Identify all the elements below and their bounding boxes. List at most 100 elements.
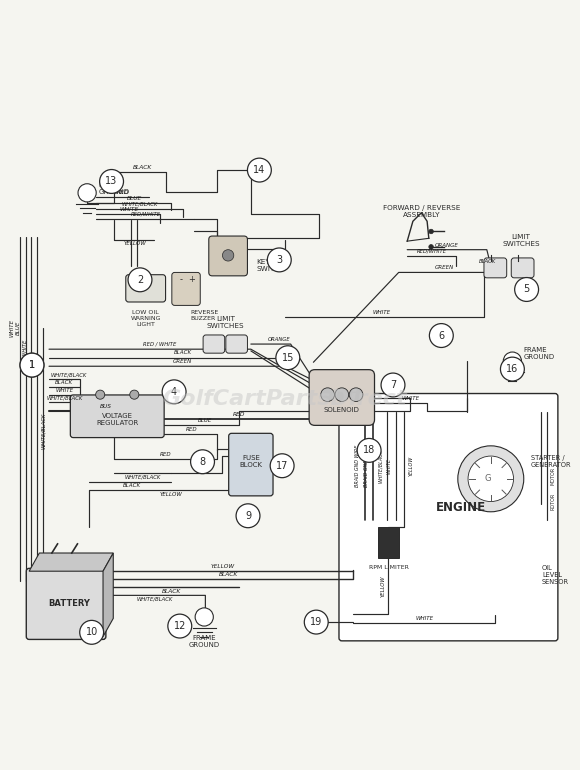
- Text: STARTER /
GENERATOR: STARTER / GENERATOR: [531, 455, 571, 468]
- Circle shape: [458, 446, 524, 512]
- Text: 12: 12: [173, 621, 186, 631]
- Circle shape: [503, 352, 521, 370]
- Text: BLACK: BLACK: [55, 380, 74, 385]
- Text: 15: 15: [282, 353, 294, 363]
- Text: YELLOW: YELLOW: [124, 242, 147, 246]
- FancyBboxPatch shape: [309, 370, 375, 425]
- Text: BLUE: BLUE: [126, 196, 142, 201]
- Polygon shape: [29, 553, 113, 571]
- Circle shape: [128, 268, 152, 292]
- Text: WHITE/BLACK: WHITE/BLACK: [125, 474, 161, 480]
- Circle shape: [429, 323, 453, 347]
- Text: BLACK: BLACK: [122, 483, 140, 488]
- Text: LIMIT
SWITCHES: LIMIT SWITCHES: [206, 316, 244, 330]
- Circle shape: [276, 346, 300, 370]
- Text: 2: 2: [137, 275, 143, 285]
- Text: SOLENOID: SOLENOID: [324, 407, 360, 413]
- Text: 9: 9: [245, 511, 251, 521]
- Text: LOW OIL
WARNING
LIGHT: LOW OIL WARNING LIGHT: [130, 310, 161, 326]
- Text: WHITE/BLACK: WHITE/BLACK: [122, 202, 158, 206]
- Text: 18: 18: [363, 445, 375, 455]
- FancyBboxPatch shape: [172, 273, 200, 306]
- Circle shape: [78, 184, 96, 202]
- Circle shape: [381, 373, 405, 397]
- Text: 8: 8: [200, 457, 205, 467]
- FancyBboxPatch shape: [229, 434, 273, 496]
- Circle shape: [335, 388, 349, 401]
- Text: BUS: BUS: [100, 403, 112, 409]
- Text: RED: RED: [194, 465, 205, 470]
- Text: 5: 5: [524, 284, 530, 294]
- Circle shape: [222, 249, 234, 261]
- Text: YELLOW: YELLOW: [160, 492, 183, 497]
- Text: FORWARD / REVERSE
ASSEMBLY: FORWARD / REVERSE ASSEMBLY: [383, 206, 460, 219]
- Text: RED / WHITE: RED / WHITE: [22, 340, 27, 373]
- Circle shape: [349, 388, 363, 401]
- FancyBboxPatch shape: [209, 236, 248, 276]
- Text: BLACK: BLACK: [478, 259, 496, 263]
- Circle shape: [429, 229, 433, 234]
- Text: FRAME
GROUND: FRAME GROUND: [524, 347, 555, 360]
- Text: ENGINE: ENGINE: [436, 500, 486, 514]
- Text: RED: RED: [233, 412, 246, 417]
- Text: VOLTAGE
REGULATOR: VOLTAGE REGULATOR: [96, 413, 139, 426]
- Circle shape: [357, 438, 381, 462]
- Circle shape: [501, 357, 524, 381]
- Text: RED/WHITE: RED/WHITE: [130, 212, 161, 217]
- Text: REVERSE
BUZZER: REVERSE BUZZER: [191, 310, 219, 321]
- Text: 10: 10: [85, 628, 98, 638]
- Text: RED: RED: [160, 452, 171, 457]
- FancyBboxPatch shape: [126, 275, 165, 302]
- Text: 17: 17: [276, 460, 288, 470]
- FancyBboxPatch shape: [26, 568, 106, 639]
- Text: WHITE: WHITE: [9, 319, 14, 337]
- Text: 1: 1: [29, 360, 35, 370]
- Text: WHITE/BLACK: WHITE/BLACK: [378, 449, 383, 483]
- Text: +: +: [188, 276, 195, 284]
- Text: LIMIT
SWITCHES: LIMIT SWITCHES: [502, 234, 540, 247]
- Circle shape: [321, 388, 335, 401]
- Circle shape: [267, 248, 291, 272]
- Text: GolfCartPartsDirect: GolfCartPartsDirect: [162, 389, 407, 409]
- Text: BLACK: BLACK: [219, 572, 238, 578]
- Text: ORANGE: ORANGE: [435, 243, 459, 248]
- FancyBboxPatch shape: [203, 335, 224, 353]
- Text: FRAME
GROUND: FRAME GROUND: [99, 182, 129, 196]
- Text: RED: RED: [387, 390, 399, 396]
- Text: -: -: [180, 276, 183, 284]
- Circle shape: [96, 390, 105, 399]
- Text: BLUE: BLUE: [198, 418, 212, 423]
- Text: ROTOR: ROTOR: [551, 493, 556, 511]
- Circle shape: [20, 353, 44, 377]
- Circle shape: [168, 614, 192, 638]
- Circle shape: [304, 610, 328, 634]
- Text: BRAID GND WIRE: BRAID GND WIRE: [355, 444, 360, 487]
- Text: RED/WHITE: RED/WHITE: [416, 249, 447, 254]
- Circle shape: [468, 456, 513, 501]
- Text: GREEN: GREEN: [173, 359, 192, 363]
- Circle shape: [191, 450, 215, 474]
- Text: 19: 19: [310, 617, 322, 627]
- Text: BLUE: BLUE: [16, 321, 21, 335]
- Text: ORANGE: ORANGE: [268, 337, 291, 342]
- Text: WHITE/BLACK: WHITE/BLACK: [50, 372, 87, 377]
- Circle shape: [20, 353, 44, 377]
- Text: 14: 14: [253, 165, 266, 175]
- FancyBboxPatch shape: [226, 335, 248, 353]
- Text: FRAME
GROUND: FRAME GROUND: [188, 635, 220, 648]
- Circle shape: [79, 621, 104, 644]
- Text: BLACK: BLACK: [173, 350, 192, 355]
- Text: RED: RED: [186, 427, 197, 433]
- Text: YELLOW: YELLOW: [211, 564, 234, 570]
- Circle shape: [514, 277, 539, 301]
- Text: YELLOW: YELLOW: [380, 575, 385, 597]
- Text: G: G: [485, 474, 491, 484]
- Text: WHITE: WHITE: [119, 207, 138, 213]
- Text: KEY
SWITCH: KEY SWITCH: [256, 259, 285, 272]
- Text: 7: 7: [390, 380, 396, 390]
- Text: YELLOW: YELLOW: [409, 456, 414, 476]
- Text: 3: 3: [276, 255, 282, 265]
- Circle shape: [270, 454, 294, 477]
- Text: OIL
LEVEL
SENSOR: OIL LEVEL SENSOR: [542, 565, 569, 585]
- Text: WHITE/BLACK: WHITE/BLACK: [41, 412, 46, 449]
